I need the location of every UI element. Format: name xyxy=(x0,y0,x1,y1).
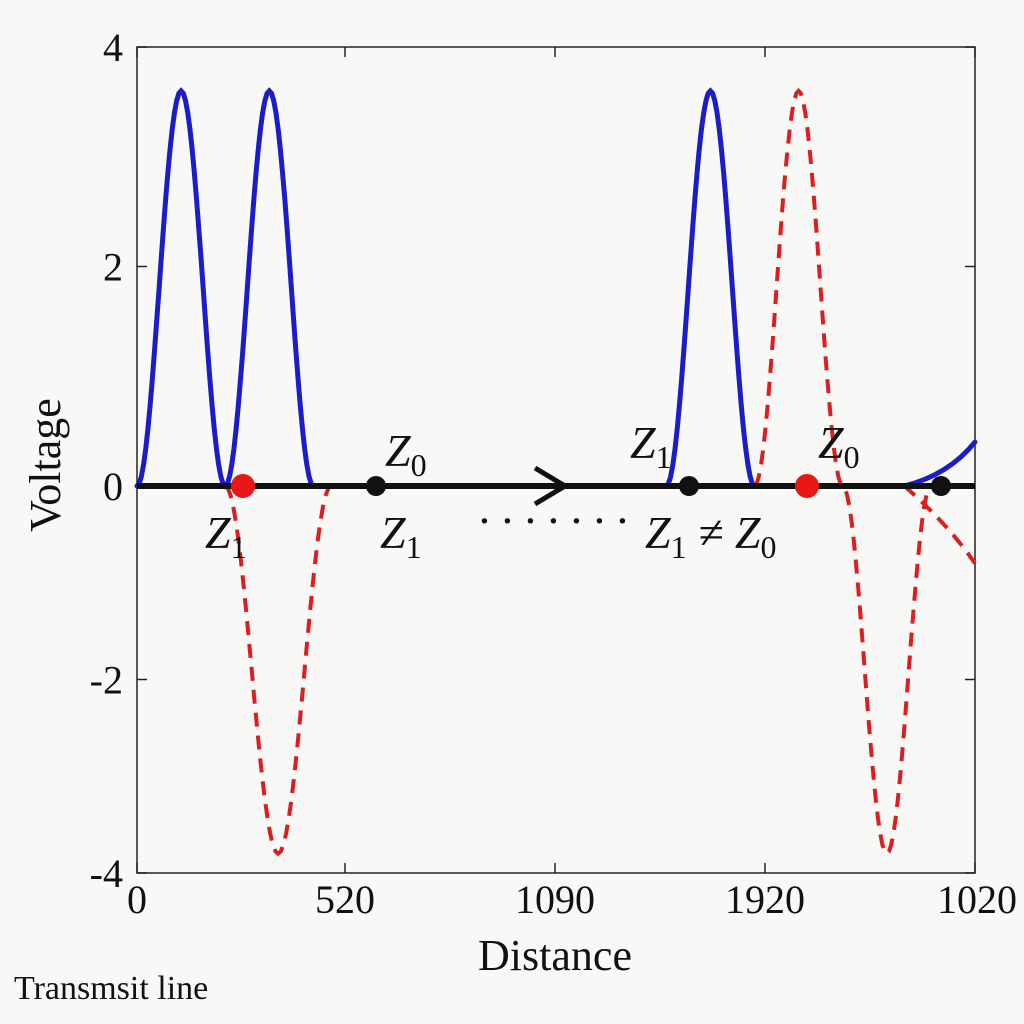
x-tick-label: 1020 xyxy=(937,877,1017,922)
x-axis-title: Distance xyxy=(478,931,632,980)
x-axis-ticks: 0 520 1090 1920 1020 xyxy=(127,47,1017,922)
y-tick-label: 2 xyxy=(103,245,123,290)
y-tick-label: 4 xyxy=(103,25,123,70)
marker-layer xyxy=(231,474,951,498)
boundary-marker xyxy=(795,474,819,498)
annotation-inequality: Z1 ≠ Z0 xyxy=(645,507,776,565)
boundary-marker xyxy=(679,476,699,496)
y-axis-ticks: 4 2 0 -2 -4 xyxy=(90,25,975,896)
annotation-z1-second: Z1 xyxy=(380,507,422,565)
series-dashed-line xyxy=(223,87,977,857)
x-tick-label: 0 xyxy=(127,877,147,922)
annotation-dots: · · · · · · · xyxy=(478,495,628,546)
y-tick-label: 0 xyxy=(103,464,123,509)
x-tick-label: 520 xyxy=(315,877,375,922)
annotation-z1-right: Z1 xyxy=(630,417,672,475)
series-solid-line xyxy=(134,87,978,490)
x-tick-label: 1920 xyxy=(725,877,805,922)
annotation-z0-left: Z0 xyxy=(385,425,427,483)
annotation-z1-first: Z1 xyxy=(205,507,247,565)
y-tick-label: -4 xyxy=(90,851,123,896)
boundary-marker xyxy=(366,476,386,496)
y-tick-label: -2 xyxy=(90,658,123,703)
boundary-marker xyxy=(931,476,951,496)
y-axis-title: Voltage xyxy=(21,398,70,532)
direction-arrow xyxy=(533,465,570,507)
annotation-z0-right: Z0 xyxy=(818,417,860,475)
figure-caption: Transmsit line xyxy=(14,970,209,1007)
boundary-marker xyxy=(231,474,255,498)
plot-frame xyxy=(136,46,976,874)
x-tick-label: 1090 xyxy=(515,877,595,922)
